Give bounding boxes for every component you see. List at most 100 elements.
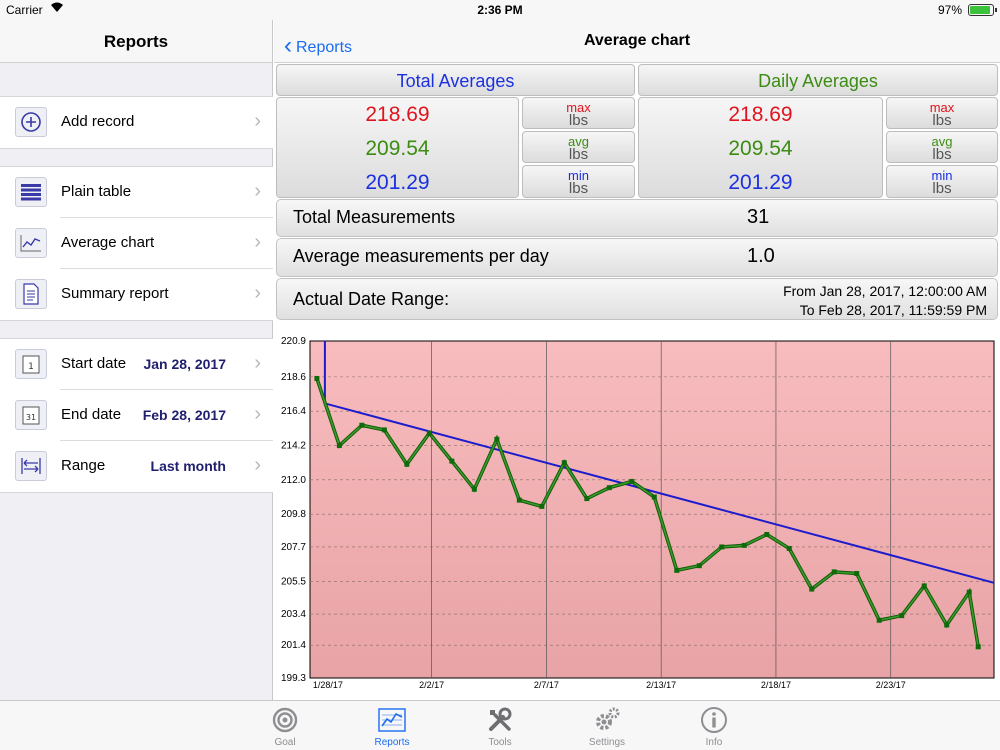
data-point <box>854 570 860 576</box>
data-point <box>516 497 522 503</box>
plain-table-label: Plain table <box>61 183 132 200</box>
chevron-right-icon: › <box>254 352 261 374</box>
status-time: 2:36 PM <box>477 3 523 17</box>
target-icon <box>245 705 325 735</box>
chart-icon <box>352 705 432 735</box>
tab-settings-label: Settings <box>588 737 626 748</box>
max-label: max <box>929 100 955 115</box>
total-avg-unit: avg lbs <box>522 131 635 163</box>
document-icon <box>15 279 47 309</box>
summary-report-row[interactable]: Summary report › <box>0 269 273 320</box>
y-tick-label: 218.6 <box>281 372 306 383</box>
detail-nav-bar: ‹ Reports Average chart <box>274 20 1000 63</box>
daily-averages-header: Daily Averages <box>638 64 998 96</box>
average-chart-label: Average chart <box>61 234 155 251</box>
battery-percent: 97% <box>937 3 962 17</box>
total-min-value: 201.29 <box>365 171 430 194</box>
data-point <box>381 427 387 433</box>
y-tick-label: 199.3 <box>281 673 306 684</box>
carrier-label: Carrier <box>6 3 43 17</box>
chevron-right-icon: › <box>254 403 261 425</box>
y-tick-label: 203.4 <box>281 609 306 620</box>
sidebar-title: Reports <box>0 20 272 63</box>
data-point <box>741 542 747 548</box>
tab-reports[interactable]: Reports <box>352 705 432 748</box>
tab-bar: Goal Reports Tools Settings Info <box>0 700 1000 750</box>
data-point <box>449 458 455 464</box>
tab-tools[interactable]: Tools <box>460 705 540 748</box>
y-tick-label: 214.2 <box>281 441 306 452</box>
data-point <box>899 613 905 619</box>
end-date-label: End date <box>61 406 122 423</box>
avg-per-day-label: Average measurements per day <box>293 246 549 266</box>
summary-report-label: Summary report <box>61 285 169 302</box>
data-point <box>651 494 657 500</box>
reports-sidebar: Reports Add record › Plain table › Avera… <box>0 20 273 700</box>
data-point <box>359 422 365 428</box>
data-point <box>336 443 342 449</box>
average-chart-row[interactable]: Average chart › <box>0 218 273 269</box>
tab-settings[interactable]: Settings <box>567 705 647 748</box>
unit-label: lbs <box>932 146 952 163</box>
y-tick-label: 212.0 <box>281 475 306 486</box>
line-chart-icon <box>15 228 47 258</box>
min-label: min <box>931 168 953 183</box>
add-record-row[interactable]: Add record › <box>0 97 273 148</box>
x-tick-label: 1/28/17 <box>313 680 343 690</box>
data-point <box>719 544 725 550</box>
y-tick-label: 201.4 <box>281 640 306 651</box>
min-label: min <box>568 168 589 183</box>
add-icon <box>15 107 47 137</box>
data-point <box>584 496 590 502</box>
daily-avg-value: 209.54 <box>728 137 793 160</box>
plain-table-row[interactable]: Plain table › <box>0 167 273 218</box>
data-point <box>831 569 837 575</box>
daily-max-value: 218.69 <box>728 103 793 126</box>
average-chart: 220.9 218.6 216.4 214.2 212.0 209.8 207.7 205.5… <box>274 321 1000 700</box>
total-measurements-value: 31 <box>747 206 770 228</box>
daily-min-unit: min lbs <box>886 165 998 198</box>
total-max-value: 218.69 <box>365 103 430 126</box>
unit-label: lbs <box>932 180 952 197</box>
plot-area <box>309 340 995 679</box>
tab-info[interactable]: Info <box>674 705 754 748</box>
chevron-right-icon: › <box>254 180 261 202</box>
data-point <box>426 430 432 436</box>
date-range-from: From Jan 28, 2017, 12:00:00 AM <box>783 283 987 299</box>
x-tick-label: 2/13/17 <box>646 680 676 690</box>
table-icon <box>15 177 47 207</box>
add-record-group: Add record › <box>0 96 273 149</box>
back-label: Reports <box>296 39 353 56</box>
back-button[interactable]: ‹ Reports <box>284 31 352 59</box>
tab-reports-label: Reports <box>374 737 410 748</box>
data-point <box>674 567 680 573</box>
data-point <box>764 531 770 537</box>
total-averages-header: Total Averages <box>276 64 635 96</box>
end-date-row[interactable]: 31 End date Feb 28, 2017 › <box>0 390 273 441</box>
total-measurements-label: Total Measurements <box>293 207 456 227</box>
date-range-to: To Feb 28, 2017, 11:59:59 PM <box>799 302 987 318</box>
x-tick-label: 2/18/17 <box>761 680 791 690</box>
unit-label: lbs <box>932 112 952 129</box>
start-date-value: Jan 28, 2017 <box>143 356 226 372</box>
avg-label: avg <box>931 134 953 149</box>
info-icon <box>674 705 754 735</box>
calendar-icon: 1 <box>15 349 47 379</box>
svg-text:1: 1 <box>28 362 34 372</box>
daily-max-unit: max lbs <box>886 97 998 129</box>
start-date-row[interactable]: 1 Start date Jan 28, 2017 › <box>0 339 273 390</box>
chevron-right-icon: › <box>254 282 261 304</box>
weight-chart-svg: 220.9 218.6 216.4 214.2 212.0 209.8 207.7 205.5… <box>281 336 995 690</box>
tab-goal[interactable]: Goal <box>245 705 325 748</box>
total-measurements-row: Total Measurements 31 <box>276 199 998 237</box>
tools-icon <box>460 705 540 735</box>
start-date-label: Start date <box>61 355 127 372</box>
calendar-icon: 31 <box>15 400 47 430</box>
tab-info-label: Info <box>705 737 723 748</box>
range-row[interactable]: Range Last month › <box>0 441 273 492</box>
data-point <box>944 622 950 628</box>
data-point <box>975 644 981 650</box>
data-point <box>876 617 882 623</box>
date-range-values: From Jan 28, 2017, 12:00:00 AM To Feb 28… <box>783 282 987 320</box>
x-tick-label: 2/23/17 <box>876 680 906 690</box>
